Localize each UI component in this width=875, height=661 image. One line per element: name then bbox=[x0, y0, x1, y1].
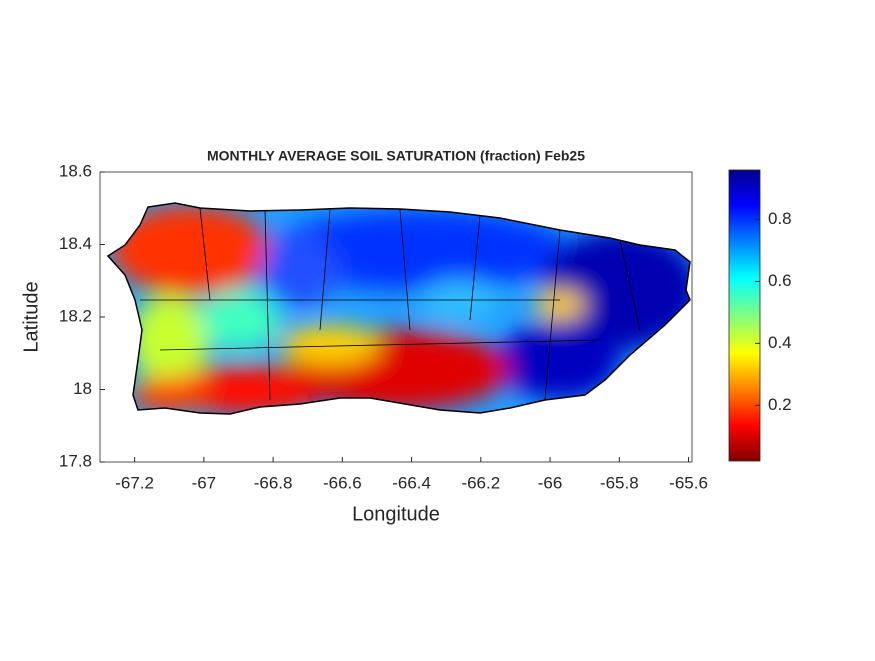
x-tick-label: -67 bbox=[192, 473, 217, 492]
municipal-borders bbox=[140, 207, 641, 401]
y-tick-label: 18 bbox=[73, 379, 92, 398]
colorbar-tick-label: 0.2 bbox=[768, 395, 792, 414]
x-tick-label: -66.2 bbox=[461, 473, 500, 492]
y-tick-label: 18.4 bbox=[59, 234, 92, 253]
x-axis-label: Longitude bbox=[352, 503, 440, 525]
x-tick-label: -67.2 bbox=[115, 473, 154, 492]
x-tick-label: -65.6 bbox=[669, 473, 708, 492]
chart-title: MONTHLY AVERAGE SOIL SATURATION (fractio… bbox=[207, 148, 585, 164]
colorbar-tick-label: 0.4 bbox=[768, 333, 792, 352]
y-axis-label: Latitude bbox=[20, 281, 42, 352]
x-tick-label: -65.8 bbox=[600, 473, 639, 492]
y-tick-label: 17.8 bbox=[59, 451, 92, 470]
colorbar bbox=[728, 169, 761, 462]
x-tick-label: -66.6 bbox=[323, 473, 362, 492]
y-tick-label: 18.2 bbox=[59, 306, 92, 325]
colorbar-tick-label: 0.8 bbox=[768, 209, 792, 228]
y-tick-label: 18.6 bbox=[59, 161, 92, 180]
x-tick-label: -66.8 bbox=[254, 473, 293, 492]
x-tick-label: -66 bbox=[538, 473, 563, 492]
x-tick-label: -66.4 bbox=[392, 473, 431, 492]
colorbar-tick-label: 0.6 bbox=[768, 271, 792, 290]
soil-field bbox=[108, 203, 690, 414]
